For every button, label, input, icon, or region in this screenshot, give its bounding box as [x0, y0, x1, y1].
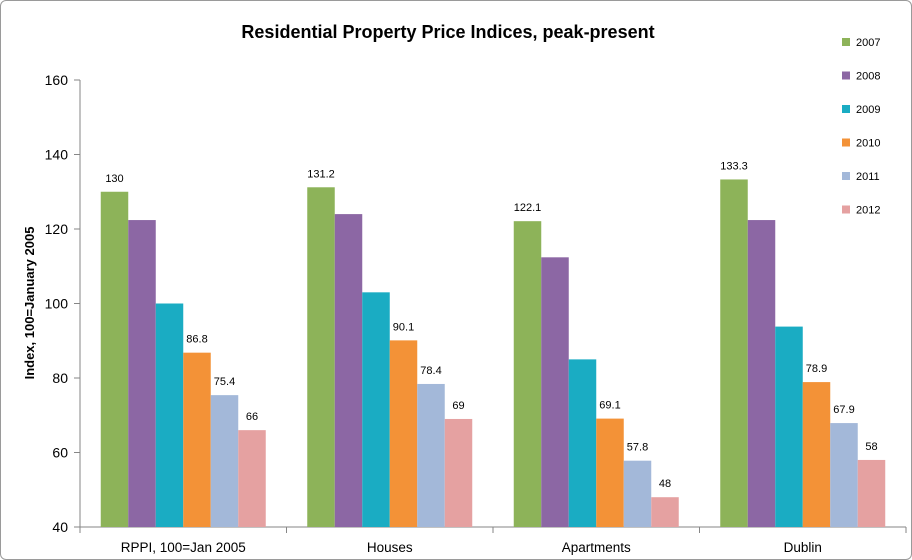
data-label: 57.8 — [627, 442, 648, 454]
legend-swatch-2007 — [842, 38, 850, 46]
plot-area: 40 60 80 100 120 140 160 130 86.8 75.4 66 RPPI, 100… — [45, 72, 907, 555]
bar-2011-3 — [623, 460, 652, 527]
legend-swatch-2009 — [842, 105, 850, 113]
bar-2011-1 — [210, 395, 239, 527]
data-label: 86.8 — [186, 334, 207, 346]
y-tick-label: 100 — [45, 296, 69, 312]
y-tick-label: 120 — [45, 221, 69, 237]
legend-swatch-2008 — [842, 71, 850, 80]
data-label: 78.9 — [806, 363, 827, 375]
bar-2012-1 — [238, 430, 266, 527]
bar-2011-4 — [830, 423, 858, 527]
data-label: 78.4 — [420, 365, 441, 377]
data-label: 133.3 — [720, 160, 748, 172]
bar-2009-2 — [362, 292, 390, 527]
y-axis-label: Index, 100=January 2005 — [22, 227, 37, 380]
bar-2008-1 — [128, 220, 156, 527]
bar-2007-4 — [720, 179, 748, 527]
bar-2010-4 — [802, 382, 831, 527]
legend-label-2007: 2007 — [856, 37, 880, 49]
bar-2007-3 — [513, 221, 542, 528]
bar-2010-1 — [183, 352, 211, 527]
data-label: 90.1 — [393, 321, 414, 333]
bar-2012-4 — [857, 459, 886, 527]
bar-2010-2 — [389, 340, 418, 527]
x-category-label: Apartments — [562, 540, 631, 555]
x-category-label: Dublin — [784, 540, 822, 555]
x-category-label: Houses — [367, 540, 413, 555]
y-tick-label: 80 — [52, 370, 68, 386]
chart-title: Residential Property Price Indices, peak… — [241, 22, 654, 42]
bar-2010-3 — [596, 418, 624, 527]
bar-2007-1 — [100, 191, 129, 527]
data-label: 58 — [865, 441, 877, 453]
bar-2011-2 — [417, 383, 445, 527]
bar-2009-1 — [155, 303, 184, 527]
y-tick-label: 140 — [45, 147, 69, 163]
bar-2012-2 — [444, 418, 473, 527]
x-category-label: RPPI, 100=Jan 2005 — [121, 540, 246, 555]
legend-swatch-2011 — [842, 172, 850, 180]
bar-2007-2 — [307, 187, 335, 527]
legend-label-2008: 2008 — [856, 71, 880, 83]
legend-label-2009: 2009 — [856, 104, 880, 116]
legend-label-2012: 2012 — [856, 205, 880, 217]
bar-2009-4 — [775, 326, 803, 527]
data-label: 131.2 — [307, 168, 335, 180]
data-label: 75.4 — [214, 376, 235, 388]
bar-2008-2 — [334, 214, 363, 527]
y-tick-label: 40 — [52, 519, 68, 535]
bar-2009-3 — [568, 359, 597, 527]
data-label: 66 — [246, 411, 258, 423]
data-label: 122.1 — [514, 202, 542, 214]
legend-swatch-2012 — [842, 205, 850, 214]
data-label: 130 — [105, 173, 123, 185]
bar-2012-3 — [651, 497, 679, 527]
legend-label-2011: 2011 — [856, 171, 880, 183]
legend: 2007 2008 2009 2010 2011 2012 — [842, 37, 880, 217]
data-label: 69 — [452, 400, 464, 412]
data-label: 67.9 — [833, 404, 854, 416]
bar-2008-3 — [541, 257, 569, 527]
data-label: 48 — [659, 478, 671, 490]
bar-2008-4 — [747, 220, 776, 527]
legend-swatch-2010 — [842, 138, 850, 147]
y-tick-label: 160 — [45, 72, 69, 88]
y-tick-label: 60 — [52, 445, 68, 461]
data-label: 69.1 — [599, 400, 620, 412]
legend-label-2010: 2010 — [856, 138, 880, 150]
